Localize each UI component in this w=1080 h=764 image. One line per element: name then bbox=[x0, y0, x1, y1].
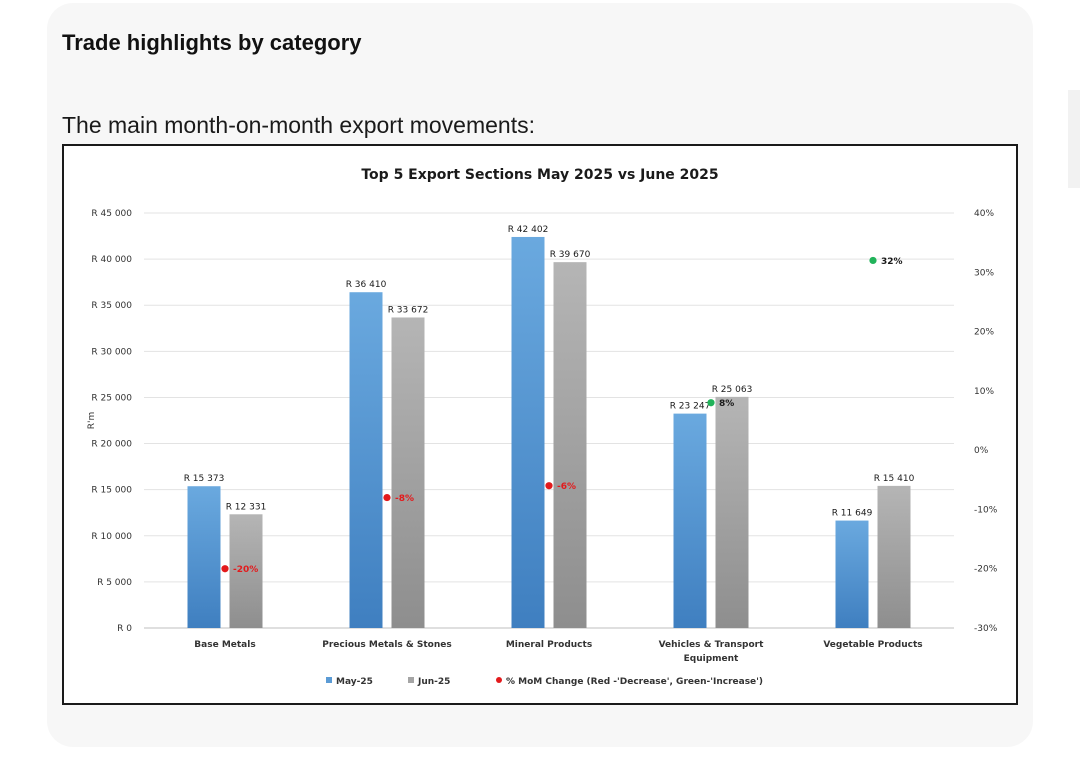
y-tick-label: R 30 000 bbox=[91, 347, 132, 357]
bar-jun-25 bbox=[553, 262, 587, 628]
bar-jun-25 bbox=[391, 317, 425, 628]
bar-may-25 bbox=[835, 520, 869, 628]
mom-change-point bbox=[221, 565, 229, 573]
y-tick-label: R 45 000 bbox=[91, 209, 132, 219]
y2-tick-label: 0% bbox=[974, 446, 989, 456]
y-tick-label: R 25 000 bbox=[91, 393, 132, 403]
chart-title: Top 5 Export Sections May 2025 vs June 2… bbox=[361, 167, 718, 183]
x-category-label: Precious Metals & Stones bbox=[322, 640, 451, 650]
y2-tick-label: 30% bbox=[974, 268, 994, 278]
x-category-label: Mineral Products bbox=[506, 640, 592, 650]
mom-change-point bbox=[869, 256, 877, 265]
y2-tick-label: 10% bbox=[974, 387, 994, 397]
mom-change-point bbox=[383, 493, 391, 502]
side-panel-edge bbox=[1068, 90, 1080, 188]
y-tick-label: R 40 000 bbox=[91, 255, 132, 265]
y2-tick-label: 20% bbox=[974, 328, 994, 338]
mom-change-point bbox=[545, 482, 553, 490]
section-heading: Trade highlights by category bbox=[62, 30, 362, 55]
bar-data-label: R 39 670 bbox=[550, 250, 591, 260]
bar-data-label: R 36 410 bbox=[346, 280, 387, 290]
legend-swatch-mom-change bbox=[496, 677, 502, 683]
section-subheading: The main month-on-month export movements… bbox=[62, 112, 535, 138]
y-tick-label: R 20 000 bbox=[91, 440, 132, 450]
y-tick-label: R 5 000 bbox=[97, 578, 132, 588]
bar-may-25 bbox=[673, 413, 707, 628]
y-axis-label: R'm bbox=[87, 412, 97, 430]
bar-data-label: R 23 247 bbox=[670, 402, 711, 412]
y-tick-label: R 0 bbox=[117, 624, 132, 634]
chart-frame: Top 5 Export Sections May 2025 vs June 2… bbox=[62, 144, 1018, 705]
mom-change-point bbox=[707, 399, 715, 407]
y-tick-label: R 10 000 bbox=[91, 532, 132, 542]
y-tick-label: R 35 000 bbox=[91, 301, 132, 311]
mom-change-label: -20% bbox=[233, 565, 258, 575]
x-category-label: Vegetable Products bbox=[823, 640, 922, 650]
legend-label: % MoM Change (Red -'Decrease', Green-'In… bbox=[506, 677, 763, 687]
x-category-label: Vehicles & Transport bbox=[659, 640, 765, 650]
legend-swatch-jun-25 bbox=[408, 677, 414, 683]
bar-jun-25 bbox=[715, 396, 749, 628]
y2-tick-label: -30% bbox=[974, 624, 998, 634]
bar-may-25 bbox=[349, 292, 383, 628]
bar-data-label: R 12 331 bbox=[226, 502, 267, 512]
legend-label: Jun-25 bbox=[417, 677, 450, 687]
y2-tick-label: 40% bbox=[974, 209, 994, 219]
bar-data-label: R 33 672 bbox=[388, 305, 429, 315]
bar-data-label: R 11 649 bbox=[832, 509, 873, 519]
y-tick-label: R 15 000 bbox=[91, 486, 132, 496]
export-chart: Top 5 Export Sections May 2025 vs June 2… bbox=[87, 167, 998, 687]
bar-data-label: R 15 410 bbox=[874, 474, 915, 484]
bar-may-25 bbox=[187, 486, 221, 628]
y2-tick-label: -20% bbox=[974, 565, 998, 575]
mom-change-label: -8% bbox=[395, 494, 414, 504]
y2-tick-label: -10% bbox=[974, 505, 998, 515]
mom-change-label: 32% bbox=[881, 257, 903, 267]
bar-data-label: R 15 373 bbox=[184, 474, 225, 484]
x-category-label: Equipment bbox=[684, 654, 739, 664]
mom-change-label: -6% bbox=[557, 482, 576, 492]
legend-label: May-25 bbox=[336, 677, 373, 687]
bar-data-label: R 42 402 bbox=[508, 225, 549, 235]
legend-swatch-may-25 bbox=[326, 677, 332, 683]
bar-data-label: R 25 063 bbox=[712, 385, 753, 395]
x-category-label: Base Metals bbox=[194, 640, 255, 650]
bar-jun-25 bbox=[229, 514, 263, 628]
bar-jun-25 bbox=[877, 485, 911, 628]
bar-may-25 bbox=[511, 236, 545, 628]
mom-change-label: 8% bbox=[719, 399, 734, 409]
